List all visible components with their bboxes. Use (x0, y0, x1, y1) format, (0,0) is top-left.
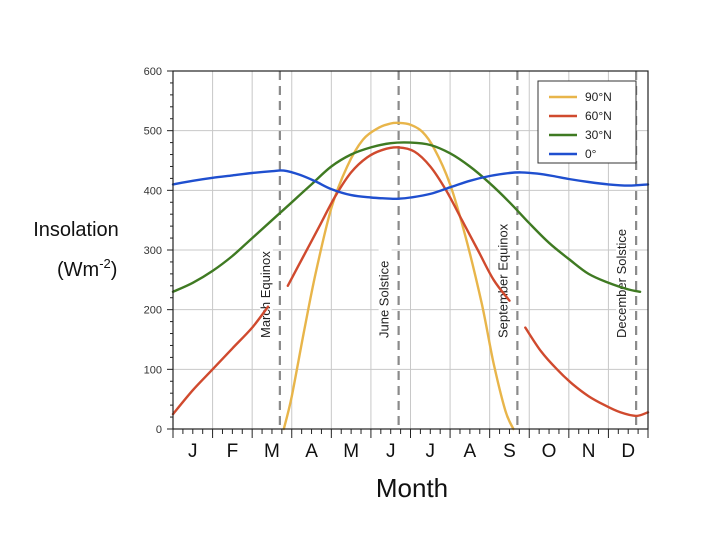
month-label: O (542, 441, 557, 462)
month-label: J (386, 441, 396, 462)
month-label: F (227, 441, 239, 462)
series-line-60N (171, 305, 270, 416)
y-tick-label: 200 (144, 305, 162, 317)
legend-label: 0° (585, 147, 597, 161)
legend-box (537, 80, 637, 164)
month-label: N (582, 441, 596, 462)
month-label: J (188, 441, 198, 462)
series-line-60N (286, 146, 511, 302)
y-tick-label: 100 (144, 364, 162, 376)
y-tick-label: 300 (144, 245, 162, 257)
month-label: A (305, 441, 318, 462)
y-axis-ticks: 0 100 200 300 400 500 600 (144, 66, 173, 436)
month-label: D (621, 441, 635, 462)
y-axis-units: (Wm-2) (57, 256, 117, 281)
event-label: September Equinox (495, 223, 510, 338)
y-tick-label: 600 (144, 66, 162, 78)
month-label: S (503, 441, 516, 462)
x-axis-title: Month (376, 473, 448, 503)
y-tick-label: 400 (144, 185, 162, 197)
series-line-90N (282, 121, 515, 431)
grid (173, 71, 648, 429)
y-axis-units-open: (Wm (57, 259, 99, 281)
legend-label: 60°N (585, 109, 612, 123)
event-lines: March Equinox June Solstice September Equi… (258, 71, 638, 429)
y-axis-title: Insolation (33, 219, 119, 241)
month-label: J (426, 441, 436, 462)
legend-label: 30°N (585, 128, 612, 142)
event-label-bg (497, 209, 511, 338)
y-tick-label: 500 (144, 126, 162, 138)
event-label: March Equinox (258, 251, 273, 338)
month-label: M (264, 441, 280, 462)
series-line-30N (171, 141, 642, 293)
event-label-bg (616, 209, 630, 338)
series-lines (171, 121, 650, 431)
series-line-60N (524, 326, 650, 418)
legend: 90°N 60°N 30°N 0° (537, 80, 637, 164)
y-axis-units-close: ) (111, 259, 118, 281)
event-label-bg (378, 239, 392, 338)
y-axis-units-exp: -2 (99, 256, 111, 271)
y-tick-label: 0 (156, 424, 162, 436)
legend-label: 90°N (585, 90, 612, 104)
month-label: M (343, 441, 359, 462)
series-line-0 (171, 169, 650, 201)
month-label: A (464, 441, 477, 462)
event-label: December Solstice (614, 229, 629, 338)
event-label: June Solstice (377, 261, 392, 338)
